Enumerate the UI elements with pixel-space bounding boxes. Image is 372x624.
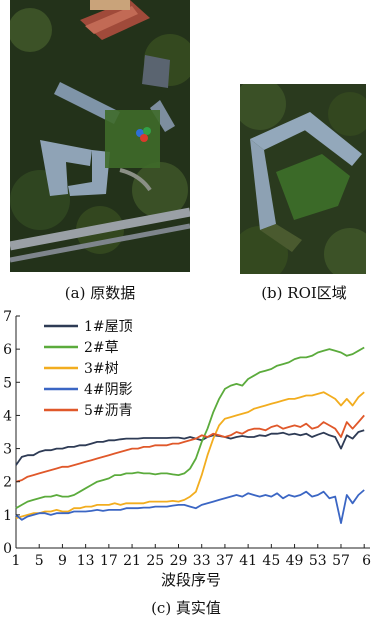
x-tick-label: 37 bbox=[216, 553, 234, 569]
y-tick-label: 1 bbox=[3, 508, 12, 524]
roi-aerial-image bbox=[240, 84, 366, 274]
x-tick-label: 21 bbox=[123, 553, 141, 569]
x-tick-label: 13 bbox=[77, 553, 95, 569]
x-tick-label: 45 bbox=[262, 553, 280, 569]
x-tick-label: 41 bbox=[239, 553, 257, 569]
series-line-shadow bbox=[16, 490, 364, 523]
x-tick-label: 53 bbox=[309, 553, 327, 569]
series-line-asphalt bbox=[16, 415, 364, 481]
y-tick-label: 5 bbox=[3, 375, 12, 391]
legend-label-roof: 1#屋顶 bbox=[84, 319, 133, 335]
x-tick-label: 9 bbox=[58, 553, 67, 569]
caption-true-values: (c) 真实值 bbox=[0, 597, 372, 618]
legend-label-tree: 3#树 bbox=[84, 361, 119, 377]
legend-label-grass: 2#草 bbox=[84, 340, 119, 356]
x-tick-label: 17 bbox=[100, 553, 118, 569]
y-tick-label: 2 bbox=[3, 475, 12, 491]
x-tick-label: 5 bbox=[35, 553, 44, 569]
x-tick-label: 6 bbox=[362, 553, 371, 569]
y-tick-label: 3 bbox=[3, 442, 12, 458]
y-tick-label: 4 bbox=[3, 408, 12, 424]
legend-label-asphalt: 5#沥青 bbox=[84, 403, 133, 419]
legend-label-shadow: 4#阴影 bbox=[84, 382, 133, 398]
x-tick-label: 1 bbox=[12, 553, 21, 569]
original-image-panel bbox=[10, 0, 190, 272]
y-tick-label: 6 bbox=[3, 342, 12, 358]
roi-image-panel bbox=[240, 84, 366, 274]
x-tick-label: 57 bbox=[332, 553, 350, 569]
original-aerial-image bbox=[10, 0, 190, 272]
y-tick-label: 7 bbox=[3, 309, 12, 325]
x-tick-label: 49 bbox=[286, 553, 304, 569]
series-line-roof bbox=[16, 430, 364, 465]
x-tick-label: 29 bbox=[170, 553, 188, 569]
x-tick-label: 33 bbox=[193, 553, 211, 569]
x-tick-label: 25 bbox=[146, 553, 164, 569]
x-axis-title: 波段序号 bbox=[161, 571, 221, 589]
